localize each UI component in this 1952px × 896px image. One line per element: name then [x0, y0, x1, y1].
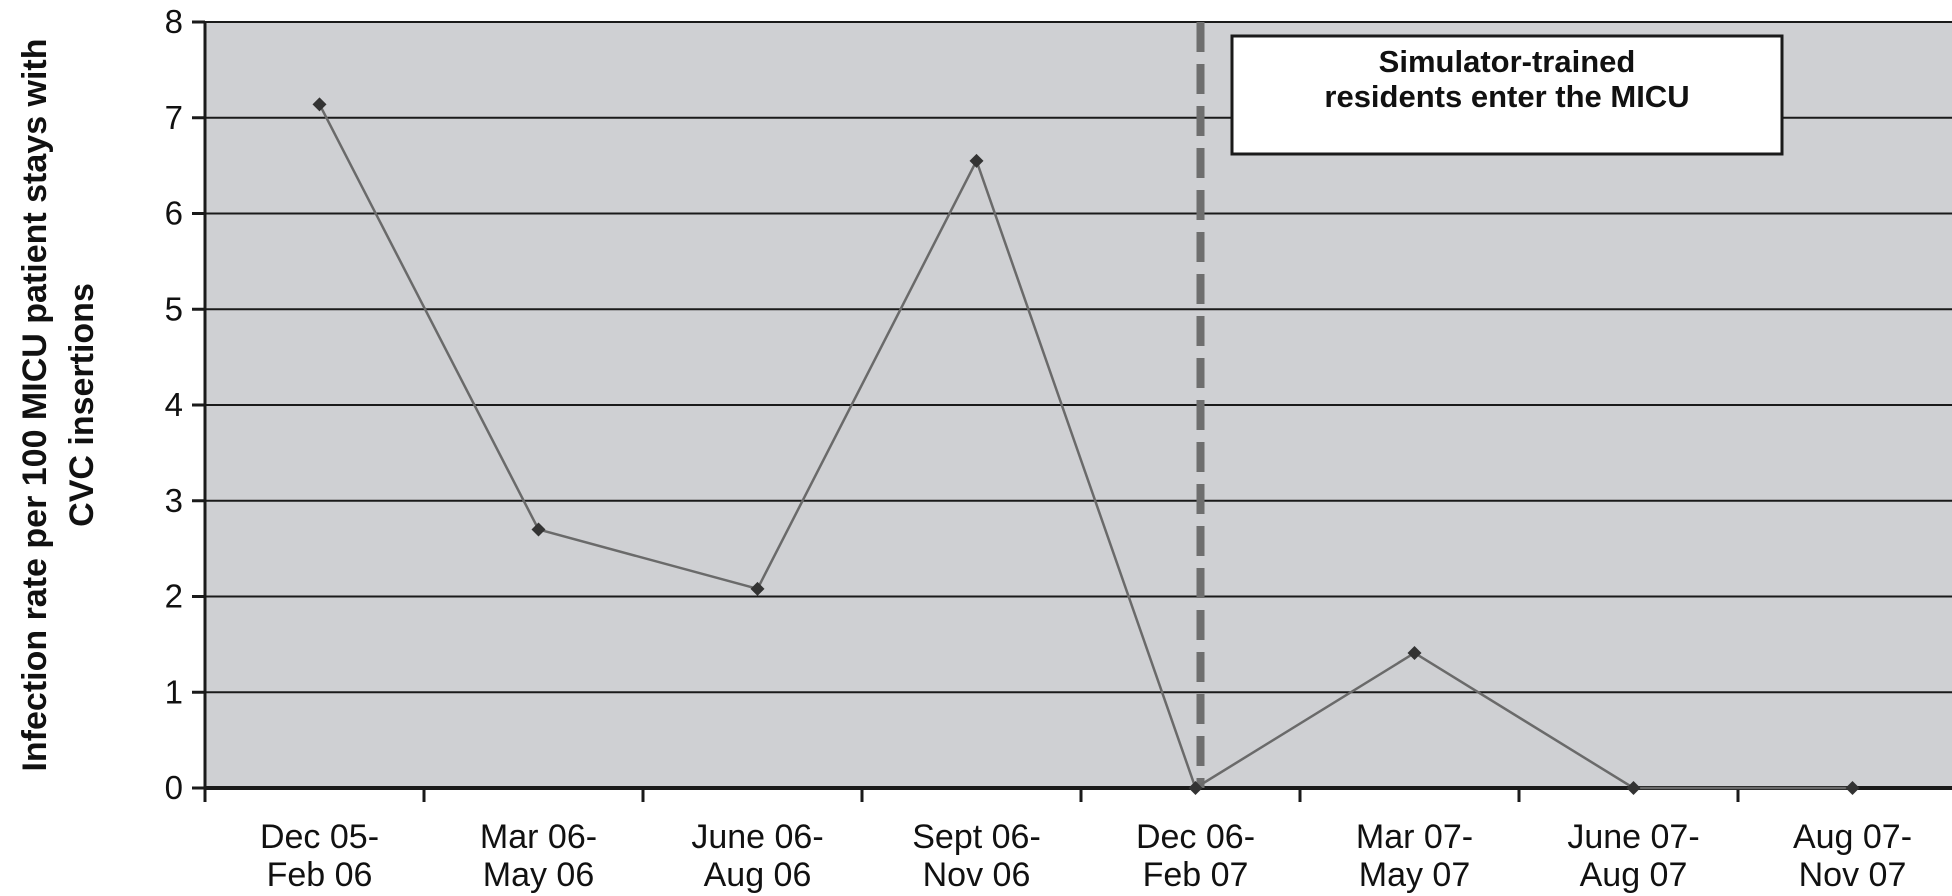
x-tick-label: Aug 06 [704, 856, 812, 894]
y-axis: 0 1 2 3 4 5 6 7 8 [165, 3, 205, 806]
data-point [1188, 781, 1203, 795]
y-tick-label: 5 [165, 290, 183, 327]
data-point [750, 581, 765, 596]
x-tick-label: Aug 07- [1793, 818, 1912, 856]
x-tick-label: May 06 [483, 856, 595, 894]
annotation-box: Simulator-trained residents enter the MI… [1230, 34, 1784, 156]
data-point [1626, 781, 1641, 795]
series-markers [312, 97, 1860, 795]
annotation-frame [1230, 34, 1784, 156]
data-point [531, 522, 546, 537]
x-tick-label: Aug 07 [1580, 856, 1688, 894]
y-tick-label: 2 [165, 578, 183, 615]
x-axis: Dec 05-Feb 06 Mar 06-May 06 June 06-Aug 06… [203, 788, 1912, 894]
data-point [1407, 645, 1422, 660]
y-tick-label: 4 [165, 386, 183, 423]
y-tick-label: 7 [165, 99, 183, 136]
y-axis-title: Infection rate per 100 MICU patient stay… [16, 38, 101, 771]
y-tick-label: 1 [165, 673, 183, 710]
data-point [312, 97, 327, 112]
x-tick-label: Sept 06- [912, 818, 1041, 856]
x-tick-label: Feb 07 [1143, 856, 1249, 894]
y-tick-label: 0 [165, 769, 183, 806]
x-tick-label: Dec 06- [1136, 818, 1255, 856]
x-tick-label: Nov 07 [1799, 856, 1907, 894]
x-tick-label: Mar 06- [480, 818, 597, 856]
y-tick-label: 6 [165, 195, 183, 232]
y-tick-label: 3 [165, 482, 183, 519]
y-tick-label: 8 [165, 3, 183, 40]
y-axis-title-line-1: Infection rate per 100 MICU patient stay… [16, 38, 54, 771]
x-tick-label: June 07- [1567, 818, 1699, 856]
annotation-line-1: Simulator-trained [1379, 44, 1636, 79]
x-tick-label: Nov 06 [923, 856, 1031, 894]
x-tick-label: Mar 07- [1356, 818, 1473, 856]
annotation-line-2: residents enter the MICU [1324, 79, 1689, 114]
x-tick-label: June 06- [691, 818, 823, 856]
x-tick-label: May 07 [1359, 856, 1471, 894]
data-point [969, 153, 984, 168]
series-line [318, 103, 1853, 790]
data-point [1845, 781, 1860, 795]
y-axis-title-line-2: CVC insertions [63, 283, 101, 527]
x-tick-label: Feb 06 [267, 856, 373, 894]
x-tick-label: Dec 05- [260, 818, 379, 856]
